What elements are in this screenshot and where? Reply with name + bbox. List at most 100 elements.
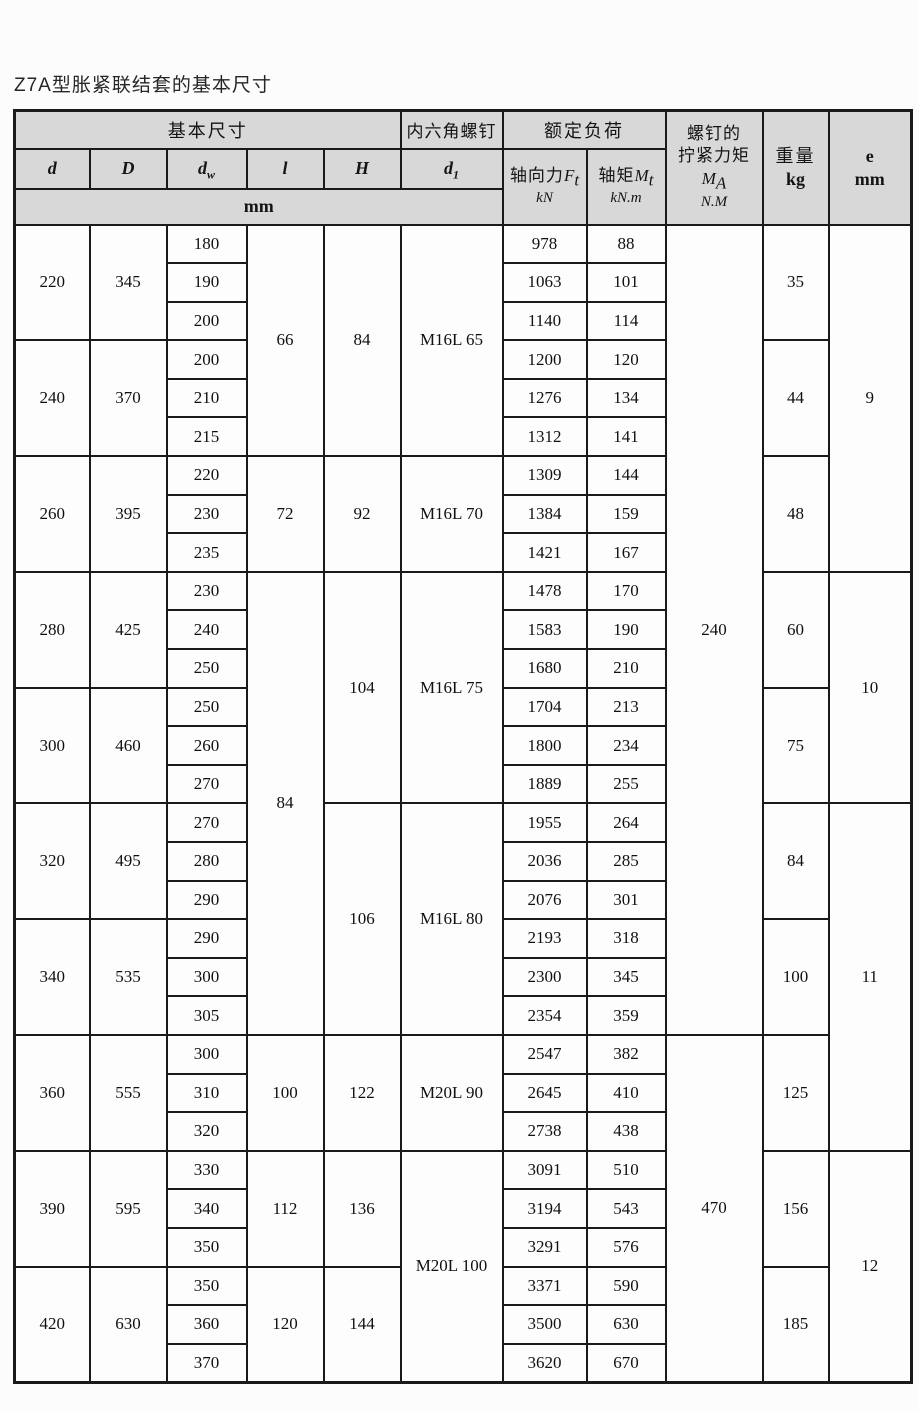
- table-cell: 84: [245, 570, 325, 1036]
- table-cell: 1800: [501, 725, 588, 766]
- table-row: 340 535 290 2193 318 100: [13, 918, 912, 1036]
- table-cell: 330: [165, 1149, 248, 1191]
- table-cell: 2738: [501, 1111, 588, 1152]
- table-cell: 590: [585, 1265, 667, 1307]
- table-cell: 595: [88, 1149, 168, 1268]
- table-row: 235 1421 167: [15, 532, 912, 573]
- table-cell: 535: [88, 918, 168, 1036]
- table-cell: 290: [165, 879, 248, 921]
- table-cell: 555: [88, 1033, 168, 1152]
- table-row: 240 1583 190: [15, 609, 912, 651]
- table-cell: 340: [13, 918, 91, 1036]
- table-cell: 100: [245, 1033, 325, 1152]
- table-cell: 395: [88, 455, 168, 573]
- table-cell: 190: [585, 609, 667, 651]
- table-row: 290 2076 301: [15, 879, 912, 921]
- header-row-groups: 基本尺寸 内六角螺钉 额定负荷 螺钉的 拧紧力矩 MA N.M 重量 kg: [13, 109, 913, 226]
- table-cell: 576: [585, 1226, 667, 1268]
- header-col-D: D: [88, 147, 168, 190]
- table-cell: 1421: [501, 532, 588, 573]
- table-cell: 250: [165, 686, 248, 728]
- table-cell: 300: [165, 1033, 248, 1075]
- table-cell: 1200: [501, 339, 588, 380]
- table-cell: 75: [761, 686, 830, 805]
- table-cell: 2354: [501, 995, 588, 1036]
- table-cell: 210: [585, 648, 667, 689]
- table-cell: 104: [322, 570, 402, 805]
- table-cell: 670: [585, 1342, 667, 1384]
- table-row: 240 370 200 1200 120 44: [13, 339, 912, 458]
- table-cell: 213: [585, 686, 667, 728]
- table-cell: 270: [165, 802, 248, 843]
- table-cell: 2036: [501, 841, 588, 882]
- table-cell: 1704: [501, 686, 588, 728]
- table-cell: 200: [165, 339, 248, 380]
- page-title: Z7A型胀紧联结套的基本尺寸: [14, 75, 272, 96]
- table-cell: 1680: [501, 648, 588, 689]
- table-cell: 180: [165, 223, 248, 265]
- table-cell: 1309: [501, 455, 588, 496]
- table-cell: 210: [165, 377, 248, 419]
- table-cell: 280: [165, 841, 248, 882]
- header-basic-dimensions: 基本尺寸: [13, 109, 402, 150]
- table-cell: 60: [761, 570, 830, 689]
- table-cell: 220: [13, 223, 91, 342]
- table-cell: M16L 80: [399, 802, 504, 1036]
- table-cell: 1276: [501, 377, 588, 419]
- table-row: 200 1140 114: [15, 300, 912, 342]
- table-cell: 360: [165, 1304, 248, 1345]
- table-cell: 1063: [501, 262, 588, 303]
- table-cell: 320: [13, 802, 91, 921]
- header-tightening-torque: 螺钉的 拧紧力矩 MA N.M: [664, 109, 764, 226]
- table-cell: 10: [827, 570, 913, 805]
- table-row: 210 1276 134: [15, 377, 912, 419]
- table-row: 350 3291 576: [15, 1226, 912, 1268]
- table-cell: 141: [585, 416, 667, 458]
- table-row: 215 1312 141: [15, 416, 912, 458]
- table-cell: 1384: [501, 493, 588, 535]
- table-cell: 134: [585, 377, 667, 419]
- header-rated-load: 额定负荷: [501, 109, 667, 150]
- header-col-d1: d1: [399, 147, 504, 190]
- table-cell: 2645: [501, 1072, 588, 1114]
- table-cell: 345: [585, 956, 667, 998]
- table-cell: 310: [165, 1072, 248, 1114]
- table-cell: 260: [13, 455, 91, 573]
- table-cell: 190: [165, 262, 248, 303]
- table-cell: 234: [585, 725, 667, 766]
- table-cell: 250: [165, 648, 248, 689]
- table-cell: 410: [585, 1072, 667, 1114]
- header-hex-socket-screw: 内六角螺钉: [399, 109, 504, 150]
- table-cell: 220: [165, 455, 248, 496]
- table-cell: 978: [501, 223, 588, 265]
- table-cell: 255: [585, 763, 667, 805]
- table-cell: 9: [827, 223, 913, 573]
- table-row: 230 1384 159: [15, 493, 912, 535]
- header-row-unit: mm: [13, 187, 912, 226]
- table-cell: 260: [165, 725, 248, 766]
- table-cell: 3291: [501, 1226, 588, 1268]
- table-cell: 101: [585, 262, 667, 303]
- table-cell: 230: [165, 493, 248, 535]
- table-cell: 170: [585, 570, 667, 612]
- table-cell: 318: [585, 918, 667, 959]
- table-row: 300 460 250 1704 213 75: [13, 686, 912, 805]
- table-row: 390 595 330 112 136 M20L 100 3091 510 156 12: [13, 1149, 913, 1384]
- table-row: 300 2300 345: [15, 956, 912, 998]
- table-cell: 72: [245, 455, 325, 573]
- table-cell: 290: [165, 918, 248, 959]
- table-cell: M16L 75: [399, 570, 504, 805]
- table-cell: 1140: [501, 300, 588, 342]
- table-cell: 100: [761, 918, 830, 1036]
- table-cell: 350: [165, 1265, 248, 1307]
- table-cell: 230: [165, 570, 248, 612]
- table-cell: 120: [245, 1265, 325, 1384]
- table-cell: 2193: [501, 918, 588, 959]
- table-cell: 35: [761, 223, 830, 342]
- table-cell: 215: [165, 416, 248, 458]
- table-cell: 510: [585, 1149, 667, 1191]
- table-cell: 114: [585, 300, 667, 342]
- table-row: 190 1063 101: [15, 262, 912, 303]
- table-row: 340 3194 543: [15, 1188, 912, 1229]
- table-row: 360 3500 630: [15, 1304, 912, 1345]
